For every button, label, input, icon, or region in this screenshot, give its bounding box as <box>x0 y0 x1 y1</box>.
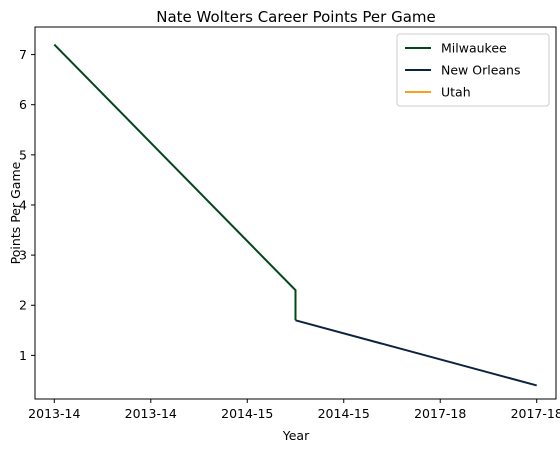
y-tick-label: 1 <box>19 348 27 363</box>
legend: Milwaukee New Orleans Utah <box>396 33 550 107</box>
series-line-milwaukee <box>53 43 297 321</box>
y-axis-label: Points Per Game <box>8 161 23 264</box>
x-tick-label: 2017-18 <box>414 406 466 421</box>
series-line-new-orleans <box>295 319 537 387</box>
y-tick-label: 5 <box>19 147 27 162</box>
legend-box <box>396 33 550 107</box>
x-tick-label: 2014-15 <box>221 406 273 421</box>
y-tick-label: 6 <box>19 97 27 112</box>
plot-lines <box>53 43 537 387</box>
y-tick-label: 3 <box>19 248 27 263</box>
plot-frame <box>34 26 557 400</box>
y-tick-label: 7 <box>19 47 27 62</box>
x-axis: 2013-14 2013-14 2014-15 2014-15 2017-18 2017-… <box>28 399 560 421</box>
x-axis-label: Year <box>282 428 310 443</box>
chart-title: Nate Wolters Career Points Per Game <box>156 8 436 26</box>
x-tick-label: 2017-18 <box>511 406 560 421</box>
y-tick-label: 2 <box>19 298 27 313</box>
y-axis: 1 2 3 4 5 6 7 <box>19 47 35 363</box>
legend-label: Milwaukee <box>441 41 507 56</box>
x-tick-label: 2013-14 <box>28 406 80 421</box>
y-tick-label: 4 <box>19 197 27 212</box>
x-tick-label: 2013-14 <box>125 406 177 421</box>
legend-label: New Orleans <box>441 63 520 78</box>
x-tick-label: 2014-15 <box>318 406 370 421</box>
legend-label: Utah <box>441 85 471 100</box>
